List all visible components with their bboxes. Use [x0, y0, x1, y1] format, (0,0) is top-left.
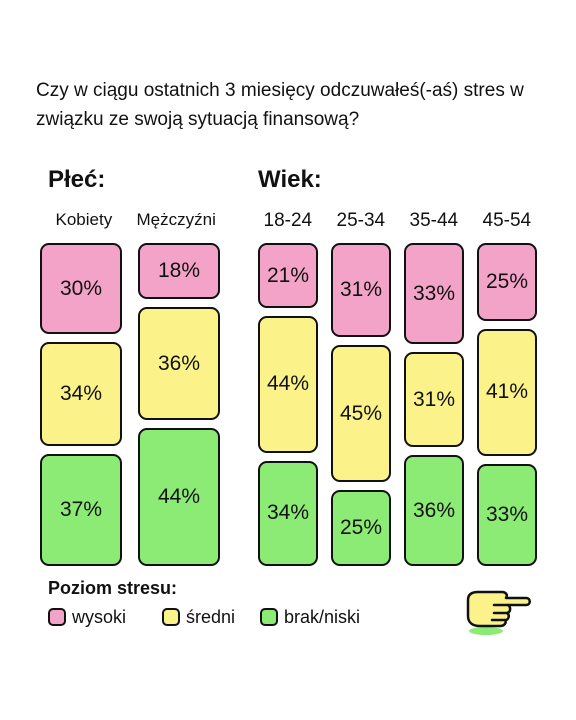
legend-item-sredni: średni [162, 606, 235, 628]
data-label: 34% [59, 381, 103, 405]
legend-item-niski: brak/niski [260, 606, 360, 628]
legend-label-niski: brak/niski [284, 606, 361, 627]
legend-item-wysoki: wysoki [48, 606, 126, 628]
legend-title: Poziom stresu: [48, 578, 178, 598]
column-label: 18-24 [263, 210, 313, 231]
column-label: 35-44 [409, 210, 459, 231]
data-label: 33% [412, 281, 456, 305]
data-label: 21% [266, 263, 310, 287]
age-group-title: Wiek: [258, 166, 322, 193]
bar-segment-wysoki: 30% [40, 243, 122, 335]
column-label: Kobiety [55, 210, 113, 229]
data-label: 25% [339, 515, 383, 539]
column-label: 45-54 [482, 210, 532, 231]
bar-segment-niski: 33% [477, 463, 537, 566]
bar-segment-niski: 25% [331, 490, 391, 566]
bar-segment-wysoki: 31% [331, 243, 391, 338]
data-label: 31% [412, 387, 456, 411]
data-label: 41% [485, 380, 529, 404]
data-label: 18% [157, 259, 201, 283]
data-label: 36% [412, 498, 456, 522]
bar-segment-wysoki: 18% [138, 243, 220, 300]
data-label: 34% [266, 501, 310, 525]
bar-segment-sredni: 36% [138, 307, 220, 421]
data-label: 25% [485, 269, 529, 293]
data-label: 31% [339, 278, 383, 302]
bar-segment-wysoki: 21% [258, 243, 318, 309]
legend-swatch-sredni [162, 608, 180, 626]
bar-segment-niski: 34% [258, 460, 318, 566]
column-label: 25-34 [336, 210, 386, 231]
data-label: 36% [157, 351, 201, 375]
data-label: 44% [157, 485, 201, 509]
legend-swatch-wysoki [48, 608, 66, 626]
question-title: Czy w ciągu ostatnich 3 miesięcy odczuwa… [36, 80, 524, 130]
bar-segment-sredni: 31% [404, 352, 464, 448]
legend-swatch-niski [260, 608, 278, 626]
data-label: 45% [339, 401, 383, 425]
data-label: 30% [59, 276, 103, 300]
bar-segment-sredni: 45% [331, 345, 391, 482]
bar-segment-wysoki: 33% [404, 243, 464, 345]
pointing-hand-icon [466, 590, 531, 635]
column-label: Mężczyźni [136, 210, 216, 229]
gender-group-title: Płeć: [48, 166, 106, 193]
legend-label-wysoki: wysoki [72, 606, 127, 627]
bar-segment-sredni: 34% [40, 342, 122, 446]
data-label: 44% [266, 372, 310, 396]
data-label: 33% [485, 502, 529, 526]
bar-segment-niski: 36% [404, 455, 464, 566]
bar-segment-niski: 44% [138, 428, 220, 566]
data-label: 37% [59, 497, 103, 521]
legend-label-sredni: średni [186, 606, 236, 627]
bar-segment-niski: 37% [40, 453, 122, 566]
bar-segment-wysoki: 25% [477, 243, 537, 321]
bar-segment-sredni: 44% [258, 316, 318, 453]
bar-segment-sredni: 41% [477, 328, 537, 456]
